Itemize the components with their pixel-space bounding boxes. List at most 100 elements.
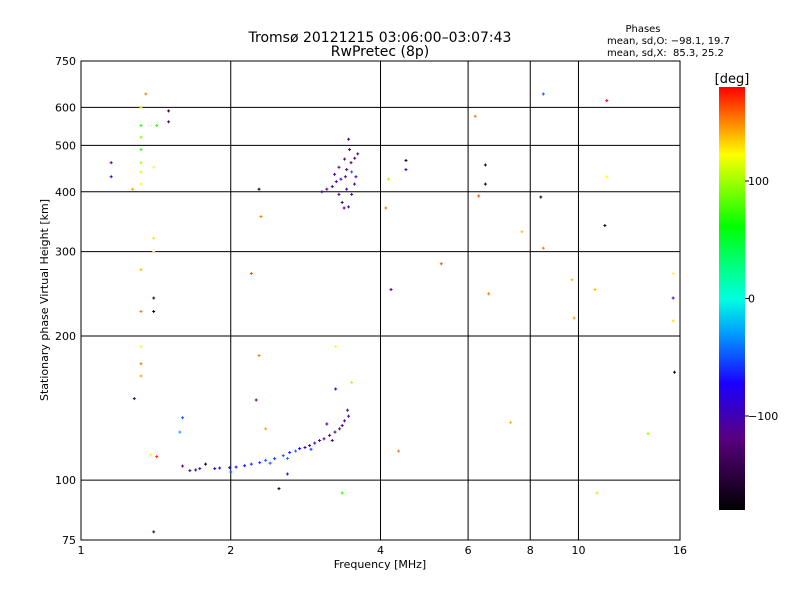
data-point	[257, 187, 261, 191]
data-point	[343, 157, 347, 161]
data-point	[349, 161, 353, 165]
x-tick-labels: 1 2 4 6 8 10 16	[78, 544, 688, 557]
x-tick-label: 10	[571, 544, 585, 557]
colorbar-tick-label: −100	[748, 410, 778, 423]
data-point	[298, 447, 302, 451]
y-tick-label: 400	[55, 186, 76, 199]
data-point	[288, 451, 292, 455]
data-point	[404, 158, 408, 162]
data-point	[333, 172, 337, 176]
data-point	[593, 288, 597, 292]
data-point	[139, 268, 143, 272]
chart-subtitle: RwPretec (8p)	[331, 44, 429, 60]
data-point	[155, 455, 159, 459]
data-point	[188, 469, 192, 473]
y-tick-label: 200	[55, 330, 76, 343]
data-point	[330, 439, 334, 443]
data-point	[309, 447, 313, 451]
data-point	[268, 461, 272, 465]
data-point	[152, 236, 156, 240]
data-point	[340, 491, 344, 495]
data-point	[339, 177, 343, 181]
data-point	[249, 462, 253, 466]
data-point	[249, 272, 253, 276]
stats-o-mode: mean, sd,O: −98.1, 19.7	[607, 36, 730, 47]
data-point	[572, 316, 576, 320]
stats-heading: Phases	[625, 24, 660, 35]
data-point	[273, 457, 277, 461]
grid	[80, 60, 681, 541]
data-point	[213, 467, 217, 471]
y-tick-label: 500	[55, 139, 76, 152]
data-point	[350, 380, 354, 384]
data-point	[356, 152, 360, 156]
data-point	[340, 200, 344, 204]
data-point	[541, 92, 545, 96]
data-point	[541, 246, 545, 250]
data-point	[264, 458, 268, 462]
data-point	[386, 177, 390, 181]
y-tick-label: 600	[55, 101, 76, 114]
data-point	[340, 424, 344, 428]
x-tick-label: 1	[78, 544, 85, 557]
data-point	[167, 120, 171, 124]
data-point	[346, 408, 350, 412]
data-point	[155, 124, 159, 128]
colorbar-label: [deg]	[715, 72, 750, 87]
chart-title: Tromsø 20121215 03:06:00–03:07:43	[248, 30, 512, 46]
data-point	[673, 370, 677, 374]
data-point	[318, 439, 322, 443]
data-points	[109, 92, 677, 534]
data-point	[258, 461, 262, 465]
data-point	[603, 224, 607, 228]
data-point	[348, 148, 352, 152]
colorbar-tick-label: 0	[748, 293, 755, 306]
data-point	[131, 187, 135, 191]
data-point	[152, 530, 156, 534]
y-axis-label: Stationary phase Virtual Height [km]	[38, 199, 51, 401]
data-point	[139, 362, 143, 366]
data-point	[342, 206, 346, 210]
data-point	[404, 168, 408, 172]
data-point	[259, 215, 263, 219]
data-point	[198, 467, 202, 471]
x-tick-label: 16	[673, 544, 687, 557]
data-point	[181, 416, 185, 420]
data-point	[646, 432, 650, 436]
y-tick-label: 100	[55, 474, 76, 487]
y-tick-labels: 75 100 200 300 400 500 600 750	[55, 55, 76, 547]
data-point	[152, 309, 156, 313]
stats-x-mode: mean, sd,X: 85.3, 25.2	[607, 48, 724, 59]
data-point	[477, 194, 481, 198]
data-point	[334, 345, 338, 349]
data-point	[337, 192, 341, 196]
data-point	[285, 472, 289, 476]
data-point	[397, 449, 401, 453]
data-point	[347, 414, 351, 418]
data-point	[320, 190, 324, 194]
data-point	[152, 296, 156, 300]
x-tick-label: 2	[227, 544, 234, 557]
data-point	[389, 288, 393, 292]
data-point	[132, 397, 136, 401]
data-point	[139, 170, 143, 174]
y-tick-label: 75	[62, 534, 76, 547]
data-point	[605, 99, 609, 103]
data-point	[285, 456, 289, 460]
data-point	[181, 464, 185, 468]
data-point	[308, 444, 312, 448]
data-point	[109, 175, 113, 179]
data-point	[228, 466, 232, 470]
data-point	[254, 398, 258, 402]
data-point	[350, 170, 354, 174]
data-point	[313, 441, 317, 445]
data-point	[345, 187, 349, 191]
data-point	[149, 453, 153, 457]
data-point	[325, 422, 329, 426]
x-tick-label: 8	[527, 544, 534, 557]
data-point	[330, 185, 334, 189]
data-point	[338, 427, 342, 431]
data-point	[139, 374, 143, 378]
data-point	[483, 163, 487, 167]
data-point	[152, 250, 156, 254]
